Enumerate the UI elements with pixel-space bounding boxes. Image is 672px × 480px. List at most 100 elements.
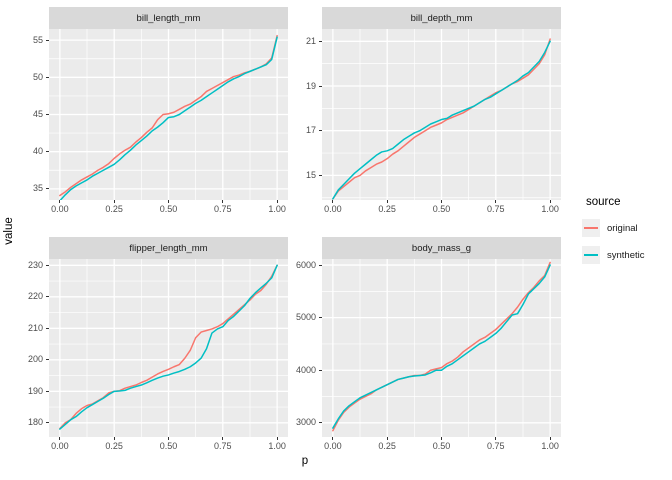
facet-strip-body-mass: body_mass_g: [322, 237, 561, 259]
facet-panel-bill-length: [49, 29, 288, 200]
legend-item-original: original: [582, 219, 645, 237]
x-tick-label: 1.00: [268, 204, 286, 214]
y-tick-mark: [318, 369, 322, 371]
facet-strip-bill-depth: bill_depth_mm: [322, 7, 561, 29]
x-tick-mark: [495, 437, 497, 440]
y-tick-label: 35: [32, 183, 43, 194]
y-tick-mark: [45, 114, 49, 115]
x-tick-label: 0.25: [105, 204, 123, 214]
y-tick-label: 200: [27, 354, 43, 365]
legend-key-swatch: [582, 219, 600, 237]
x-tick-mark: [549, 200, 551, 203]
facet-panel-body-mass: [322, 259, 561, 437]
x-tick-mark: [276, 200, 278, 203]
quantile-line-original: [59, 34, 278, 197]
x-tick-mark: [168, 200, 169, 203]
x-tick-label: 0.75: [214, 204, 232, 214]
x-tick-label: 0.50: [432, 204, 451, 214]
legend-item-label: synthetic: [607, 249, 645, 261]
y-tick-label: 210: [27, 322, 43, 333]
y-tick-label: 4000: [295, 364, 316, 375]
y-tick-label: 45: [32, 109, 43, 119]
facet-strip-label: flipper_length_mm: [129, 242, 208, 254]
y-tick-label: 230: [27, 259, 43, 270]
x-tick-mark: [386, 437, 388, 440]
y-tick-mark: [318, 317, 322, 319]
y-tick-mark: [318, 40, 322, 42]
x-tick-label: 0.25: [378, 441, 396, 451]
y-tick-label: 180: [27, 417, 43, 428]
x-tick-label: 1.00: [541, 441, 559, 451]
x-tick-mark: [168, 437, 169, 440]
y-tick-mark: [45, 39, 49, 41]
y-tick-mark: [45, 188, 49, 190]
x-tick-label: 0.00: [324, 204, 342, 214]
y-tick-mark: [45, 76, 49, 78]
legend-title: source: [586, 196, 621, 208]
facet-strip-label: bill_depth_mm: [410, 12, 473, 24]
facet-plot-area: [322, 29, 561, 200]
y-tick-label: 55: [32, 34, 43, 45]
x-tick-label: 0.75: [487, 204, 505, 214]
x-tick-mark: [441, 437, 442, 440]
y-tick-mark: [45, 296, 49, 298]
y-tick-mark: [45, 327, 49, 329]
facet-strip-bill-length: bill_length_mm: [49, 7, 288, 29]
facet-panel-flipper-length: [49, 259, 288, 437]
y-tick-mark: [45, 359, 49, 361]
x-tick-mark: [332, 437, 334, 440]
facet-plot-area: [322, 259, 561, 437]
legend-item-label: original: [607, 222, 638, 234]
x-tick-mark: [386, 200, 388, 203]
x-tick-label: 0.50: [432, 441, 451, 451]
x-tick-mark: [441, 200, 442, 203]
y-tick-mark: [45, 151, 49, 153]
x-tick-mark: [332, 200, 334, 203]
y-tick-mark: [318, 130, 322, 132]
y-tick-label: 190: [27, 385, 43, 396]
x-tick-mark: [222, 437, 224, 440]
y-axis-title: value: [3, 217, 15, 245]
y-tick-mark: [318, 85, 322, 87]
x-tick-mark: [59, 437, 61, 440]
legend-items: original synthetic: [582, 219, 645, 264]
facet-plot-area: [49, 29, 288, 200]
y-tick-label: 19: [305, 80, 316, 91]
x-tick-label: 0.00: [324, 441, 342, 451]
x-tick-label: 0.00: [51, 441, 69, 451]
y-tick-mark: [45, 264, 49, 266]
legend-key-swatch: [582, 246, 600, 264]
x-tick-label: 0.75: [487, 441, 505, 451]
facet-strip-flipper-length: flipper_length_mm: [49, 237, 288, 259]
y-tick-label: 17: [305, 125, 316, 136]
y-tick-mark: [45, 422, 49, 424]
x-tick-mark: [222, 200, 224, 203]
x-tick-label: 0.50: [159, 441, 178, 451]
facet-panel-bill-depth: [322, 29, 561, 200]
y-tick-label: 220: [27, 291, 43, 302]
x-tick-label: 1.00: [541, 204, 559, 214]
y-tick-label: 50: [32, 71, 43, 82]
x-tick-mark: [113, 437, 115, 440]
y-tick-label: 15: [305, 169, 316, 180]
legend-item-synthetic: synthetic: [582, 246, 645, 264]
legend-key-line: [584, 227, 598, 229]
x-tick-label: 0.00: [51, 204, 69, 214]
x-tick-label: 1.00: [268, 441, 286, 451]
y-tick-label: 40: [32, 146, 43, 157]
y-tick-label: 3000: [295, 417, 316, 428]
quantile-line-synthetic: [59, 36, 278, 200]
x-tick-mark: [495, 200, 497, 203]
legend-key-line: [584, 254, 598, 256]
facet-strip-label: body_mass_g: [411, 242, 472, 254]
x-tick-mark: [113, 200, 115, 203]
y-tick-label: 5000: [295, 312, 316, 323]
facet-plot-area: [49, 259, 288, 437]
y-tick-label: 6000: [295, 259, 316, 270]
x-tick-label: 0.25: [378, 204, 396, 214]
x-axis-title: p: [301, 455, 309, 467]
x-tick-mark: [549, 437, 551, 440]
quantile-line-synthetic: [332, 264, 551, 429]
y-tick-mark: [318, 174, 322, 176]
